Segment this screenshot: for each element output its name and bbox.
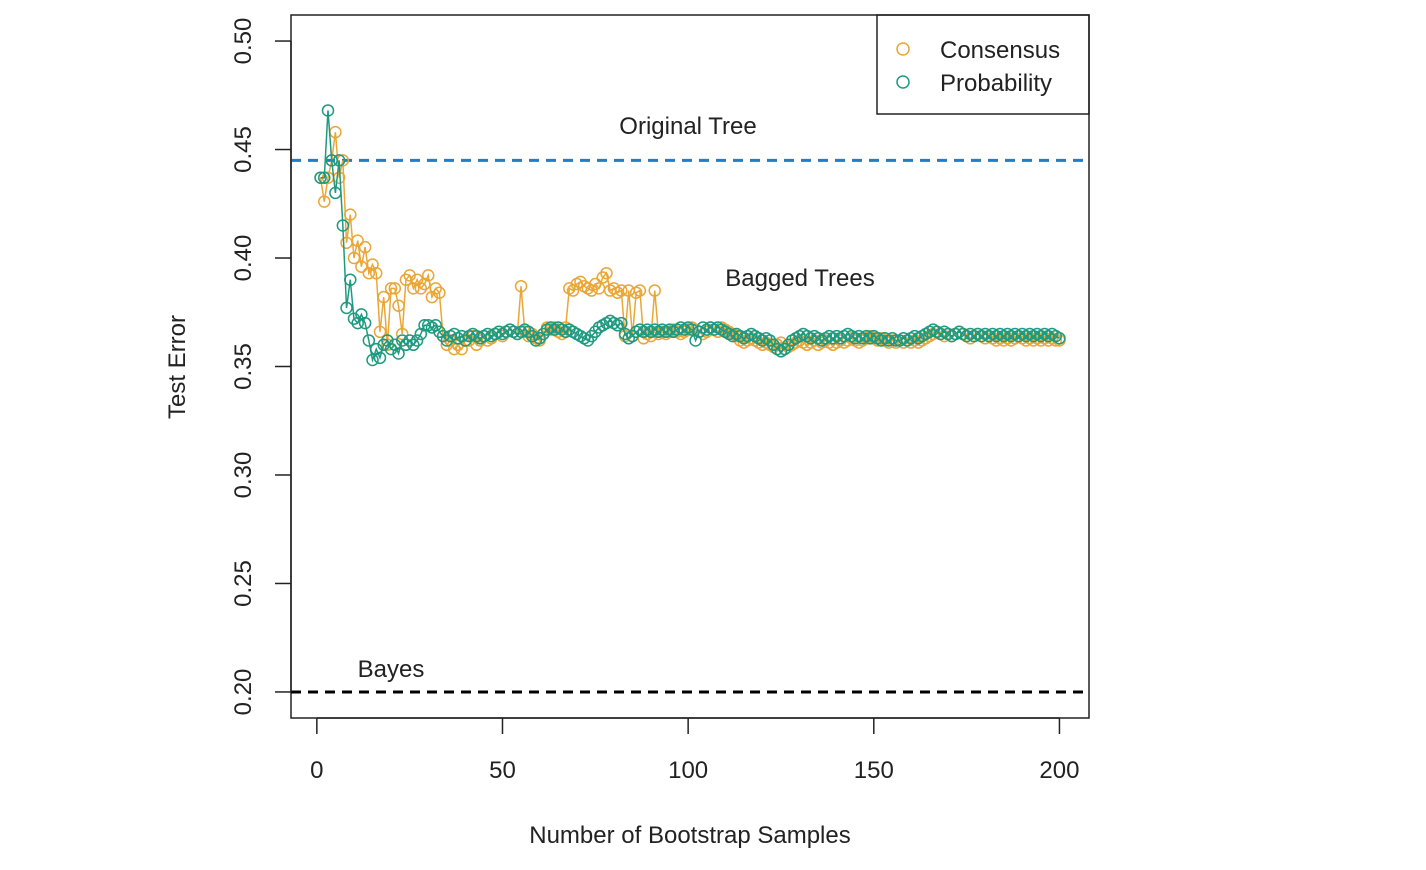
point: [370, 266, 383, 280]
point: [648, 284, 661, 297]
point: [615, 316, 628, 330]
point: [585, 329, 598, 343]
annotation: Bagged Trees: [725, 265, 874, 292]
y-tick-label: 0.50: [230, 18, 257, 65]
point: [626, 329, 639, 343]
point: [344, 208, 357, 221]
point: [332, 154, 346, 167]
point: [358, 240, 372, 254]
point: [414, 282, 428, 295]
annotation: Bayes: [358, 656, 425, 683]
legend-box: [876, 14, 1090, 115]
point: [589, 325, 602, 339]
point: [384, 282, 398, 295]
point: [633, 284, 647, 297]
point: [778, 342, 791, 356]
point: [403, 334, 416, 347]
point: [533, 332, 546, 345]
legend-label: Consensus: [940, 37, 1060, 64]
point: [381, 338, 394, 352]
point: [373, 351, 387, 365]
y-tick-label: 0.45: [230, 126, 257, 173]
x-tick-label: 100: [668, 757, 708, 784]
y-tick-label: 0.25: [230, 560, 257, 607]
point: [782, 338, 795, 352]
point: [566, 284, 580, 297]
point: [344, 273, 357, 286]
point: [325, 154, 338, 167]
point: [644, 329, 658, 343]
x-tick-label: 0: [310, 757, 323, 784]
point: [392, 299, 405, 312]
point: [607, 282, 621, 295]
point: [522, 325, 535, 339]
x-tick-label: 200: [1039, 757, 1079, 784]
point: [600, 266, 613, 280]
point: [537, 327, 550, 341]
legend-marker: [896, 42, 910, 56]
point: [403, 269, 416, 282]
series-line: [319, 132, 1060, 351]
point: [377, 290, 390, 304]
point: [340, 301, 353, 315]
point: [388, 282, 402, 295]
x-tick-label: 150: [854, 757, 894, 784]
point: [581, 334, 595, 347]
point: [470, 338, 483, 352]
y-axis-title: Test Error: [164, 315, 191, 419]
point: [347, 312, 361, 326]
point: [392, 347, 405, 360]
x-axis-title: Number of Bootstrap Samples: [529, 822, 850, 849]
point: [589, 277, 602, 291]
point: [767, 338, 780, 352]
point: [1053, 332, 1066, 345]
point: [318, 171, 331, 184]
point: [596, 271, 609, 284]
point: [347, 251, 361, 265]
point: [447, 342, 461, 356]
point: [318, 195, 331, 208]
point: [336, 219, 350, 232]
point: [585, 284, 598, 297]
annotation: Original Tree: [619, 113, 756, 140]
y-tick-label: 0.40: [230, 235, 257, 282]
point: [514, 279, 528, 293]
point: [459, 334, 472, 347]
point: [574, 275, 587, 289]
point: [314, 171, 327, 184]
point: [366, 353, 379, 367]
point: [384, 342, 398, 356]
point: [693, 325, 706, 339]
point: [395, 334, 409, 347]
point: [763, 334, 777, 347]
point: [447, 327, 461, 341]
y-tick-label: 0.35: [230, 343, 257, 390]
legend-marker: [896, 75, 910, 89]
point: [373, 325, 387, 339]
point: [321, 104, 335, 117]
point: [407, 338, 420, 352]
legend-label: Probability: [940, 70, 1052, 97]
point: [329, 186, 342, 200]
point: [433, 286, 446, 299]
point: [351, 234, 364, 247]
y-tick-label: 0.30: [230, 452, 257, 499]
point: [421, 269, 435, 282]
point: [410, 334, 424, 347]
point: [615, 284, 628, 297]
point: [433, 325, 446, 339]
point: [399, 338, 413, 352]
x-tick-label: 50: [489, 757, 516, 784]
point: [429, 319, 442, 332]
point: [362, 334, 376, 347]
point: [429, 282, 442, 295]
point: [358, 316, 372, 330]
y-tick-label: 0.20: [230, 669, 257, 716]
